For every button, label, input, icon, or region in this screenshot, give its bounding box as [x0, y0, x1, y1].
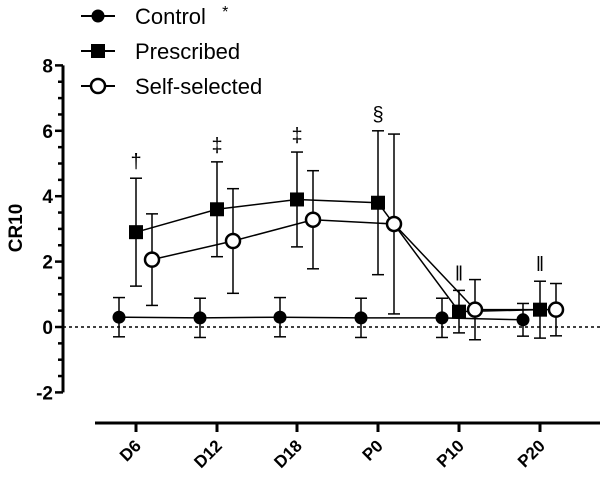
- legend-item: Self-selected: [81, 74, 262, 99]
- legend-label: Prescribed: [135, 39, 240, 64]
- y-axis-label: CR10: [6, 204, 27, 253]
- plot-area: † ‡ ‡ § ‖ ‖: [63, 104, 600, 341]
- data-point: [547, 301, 565, 318]
- significance-annotation: ‡: [291, 125, 302, 147]
- data-point: [354, 311, 368, 325]
- data-point: [452, 304, 466, 319]
- x-tick-label: D18: [270, 436, 305, 471]
- data-point: [112, 310, 126, 324]
- data-point: [210, 202, 224, 217]
- y-tick-label: 2: [42, 253, 53, 274]
- legend-marker: [91, 9, 105, 23]
- legend-marker: [91, 44, 105, 58]
- y-tick-label: 6: [42, 122, 53, 143]
- x-tick-label: D6: [116, 436, 145, 465]
- data-point: [435, 311, 449, 325]
- legend-label: Control: [135, 4, 206, 29]
- x-tick-label: P10: [433, 436, 468, 471]
- significance-annotation: ‖: [455, 263, 463, 285]
- data-point: [193, 311, 207, 325]
- y-tick-label: 0: [42, 318, 53, 339]
- y-tick-label: 4: [42, 187, 53, 208]
- legend-item: Prescribed: [81, 39, 240, 64]
- legend: Control * Prescribed Self-selected: [81, 4, 262, 99]
- data-point: [516, 313, 530, 327]
- series-control: [112, 296, 530, 339]
- series-self-selected: [143, 133, 565, 341]
- series-line: [135, 198, 541, 313]
- significance-annotation: ‖: [536, 254, 544, 276]
- x-axis: D6 D12 D18 P0 P10 P20: [95, 421, 600, 472]
- data-point: [129, 225, 143, 240]
- significance-annotation: ‡: [211, 135, 222, 157]
- significance-annotation: §: [372, 104, 383, 126]
- legend-item: Control *: [81, 4, 228, 29]
- series-prescribed: [129, 130, 547, 339]
- y-tick-label: -2: [36, 383, 53, 404]
- data-point: [385, 215, 403, 233]
- y-axis: -2 0 2 4 6 8: [36, 56, 65, 404]
- x-tick-label: P20: [514, 436, 549, 471]
- data-point: [304, 211, 322, 228]
- y-tick-label: 8: [42, 56, 53, 77]
- significance-annotation: †: [130, 151, 141, 173]
- series-line: [151, 218, 556, 311]
- data-point: [290, 192, 304, 207]
- x-tick-label: D12: [190, 436, 225, 471]
- legend-label-suffix: *: [222, 4, 228, 21]
- x-tick-label: P0: [359, 436, 387, 464]
- data-point: [466, 301, 484, 318]
- data-point: [273, 310, 287, 324]
- legend-label: Self-selected: [135, 74, 262, 99]
- legend-marker: [89, 77, 107, 95]
- data-point: [143, 251, 161, 268]
- data-point: [224, 232, 242, 250]
- data-point: [371, 195, 385, 210]
